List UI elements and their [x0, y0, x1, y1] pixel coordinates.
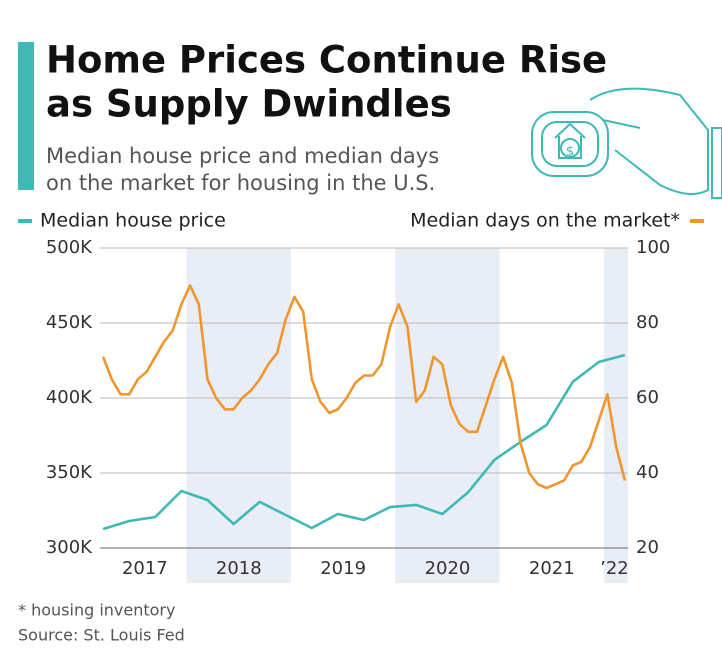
chart-title: as Supply Dwindles — [46, 83, 452, 126]
x-tick-label: 2021 — [529, 558, 575, 579]
x-tick-label: 2017 — [122, 558, 168, 579]
y-tick-label: 450K — [46, 312, 93, 333]
y-tick-label: 400K — [46, 387, 93, 408]
y2-tick-label: 60 — [636, 387, 659, 408]
icon-dollar: $ — [566, 145, 574, 160]
legend-label: Median house price — [40, 210, 226, 232]
y2-tick-label: 20 — [636, 537, 659, 558]
footnote: * housing inventory — [18, 601, 175, 620]
y2-tick-label: 80 — [636, 312, 659, 333]
chart-title: Home Prices Continue Rise — [46, 39, 607, 82]
x-tick-label: 2020 — [425, 558, 471, 579]
y-tick-label: 500K — [46, 237, 93, 258]
title-accent — [18, 42, 34, 190]
subtitle: Median house price and median days — [46, 144, 439, 168]
series-line — [101, 284, 627, 490]
y-tick-label: 300K — [46, 537, 93, 558]
x-tick-label: 2018 — [216, 558, 262, 579]
year-band — [186, 248, 291, 583]
x-tick-label: ’22 — [600, 558, 629, 579]
x-tick-label: 2019 — [320, 558, 366, 579]
legend-label: Median days on the market* — [410, 210, 680, 232]
plot-background — [186, 248, 628, 583]
year-band — [604, 248, 628, 583]
subtitle: on the market for housing in the U.S. — [46, 171, 435, 195]
y-tick-label: 350K — [46, 462, 93, 483]
y2-tick-label: 100 — [636, 237, 670, 258]
y2-tick-label: 40 — [636, 462, 659, 483]
source: Source: St. Louis Fed — [18, 626, 185, 645]
year-band — [395, 248, 500, 583]
series-line — [102, 353, 626, 531]
icon — [531, 87, 722, 199]
